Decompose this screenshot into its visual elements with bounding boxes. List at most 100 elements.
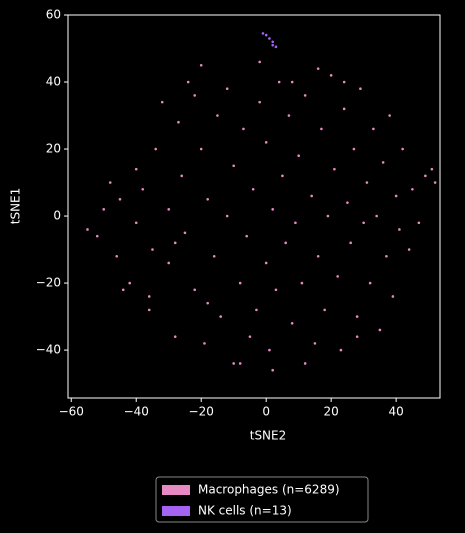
point <box>193 288 197 292</box>
point <box>216 114 219 117</box>
point <box>225 214 229 218</box>
point <box>372 127 375 131</box>
point <box>388 114 391 117</box>
point <box>255 308 258 312</box>
point <box>378 328 382 332</box>
point <box>375 214 378 218</box>
point <box>329 74 333 77</box>
point <box>411 187 414 191</box>
point <box>342 107 346 111</box>
point <box>251 187 255 191</box>
point <box>271 368 274 372</box>
point <box>300 281 304 285</box>
point <box>401 147 404 151</box>
point <box>271 208 274 211</box>
point <box>381 161 385 164</box>
y-tick-label: 60 <box>46 8 61 22</box>
point <box>86 228 89 231</box>
point <box>115 254 119 258</box>
point <box>147 295 151 298</box>
point <box>264 33 268 37</box>
point <box>362 221 365 225</box>
x-axis-label: tSNE2 <box>250 429 287 443</box>
point <box>258 60 261 64</box>
x-tick-label: −60 <box>59 405 84 419</box>
point <box>183 231 187 235</box>
x-tick-label: 40 <box>388 405 403 419</box>
point <box>359 87 362 91</box>
legend-label: Macrophages (n=6289) <box>198 483 340 497</box>
point <box>303 94 307 97</box>
point <box>424 174 427 178</box>
point <box>206 197 210 201</box>
point <box>336 275 339 278</box>
y-tick-label: 40 <box>46 75 61 89</box>
point <box>242 127 245 131</box>
point <box>261 32 265 35</box>
legend-swatch <box>162 506 190 516</box>
point <box>407 248 411 251</box>
point <box>430 167 434 171</box>
point <box>303 362 307 365</box>
point <box>173 241 177 245</box>
point <box>232 164 235 168</box>
x-tick-label: −40 <box>124 405 149 419</box>
point <box>232 362 235 365</box>
point <box>258 100 261 104</box>
point <box>225 87 229 91</box>
point <box>186 80 190 84</box>
x-tick-label: 20 <box>324 405 339 419</box>
point <box>248 335 252 338</box>
point <box>167 208 171 211</box>
point <box>274 288 278 292</box>
point <box>290 80 294 84</box>
point <box>326 214 330 218</box>
point <box>238 362 242 365</box>
point <box>294 221 297 225</box>
point <box>323 308 326 312</box>
point <box>346 201 349 204</box>
y-tick-label: −20 <box>36 276 61 290</box>
point <box>274 45 278 49</box>
point <box>206 301 210 305</box>
y-tick-label: −40 <box>36 343 61 357</box>
point <box>316 254 320 258</box>
point <box>180 174 184 178</box>
point <box>173 335 177 338</box>
point <box>271 43 274 47</box>
x-tick-label: 0 <box>262 405 270 419</box>
y-tick-label: 0 <box>53 209 61 223</box>
point <box>264 141 268 144</box>
point <box>95 234 99 238</box>
plot-frame <box>67 14 441 399</box>
point <box>268 37 271 40</box>
point <box>277 80 281 84</box>
point <box>271 40 274 44</box>
point <box>316 67 320 70</box>
point <box>433 181 437 184</box>
point <box>238 281 242 285</box>
point <box>128 281 132 285</box>
point <box>310 194 313 198</box>
legend-swatch <box>162 485 190 495</box>
point <box>297 154 300 158</box>
point <box>268 348 271 352</box>
point <box>349 241 352 245</box>
point <box>284 241 287 245</box>
point <box>199 63 203 67</box>
point <box>134 221 138 225</box>
legend-box <box>155 476 369 523</box>
point <box>121 288 125 292</box>
point <box>151 248 154 251</box>
point <box>264 261 268 265</box>
point <box>290 321 294 325</box>
point <box>212 254 216 258</box>
point <box>203 342 206 345</box>
point <box>391 295 395 298</box>
point <box>398 228 401 231</box>
legend-label: NK cells (n=13) <box>198 504 292 518</box>
point <box>313 342 317 345</box>
point <box>355 335 359 338</box>
point <box>320 127 323 131</box>
